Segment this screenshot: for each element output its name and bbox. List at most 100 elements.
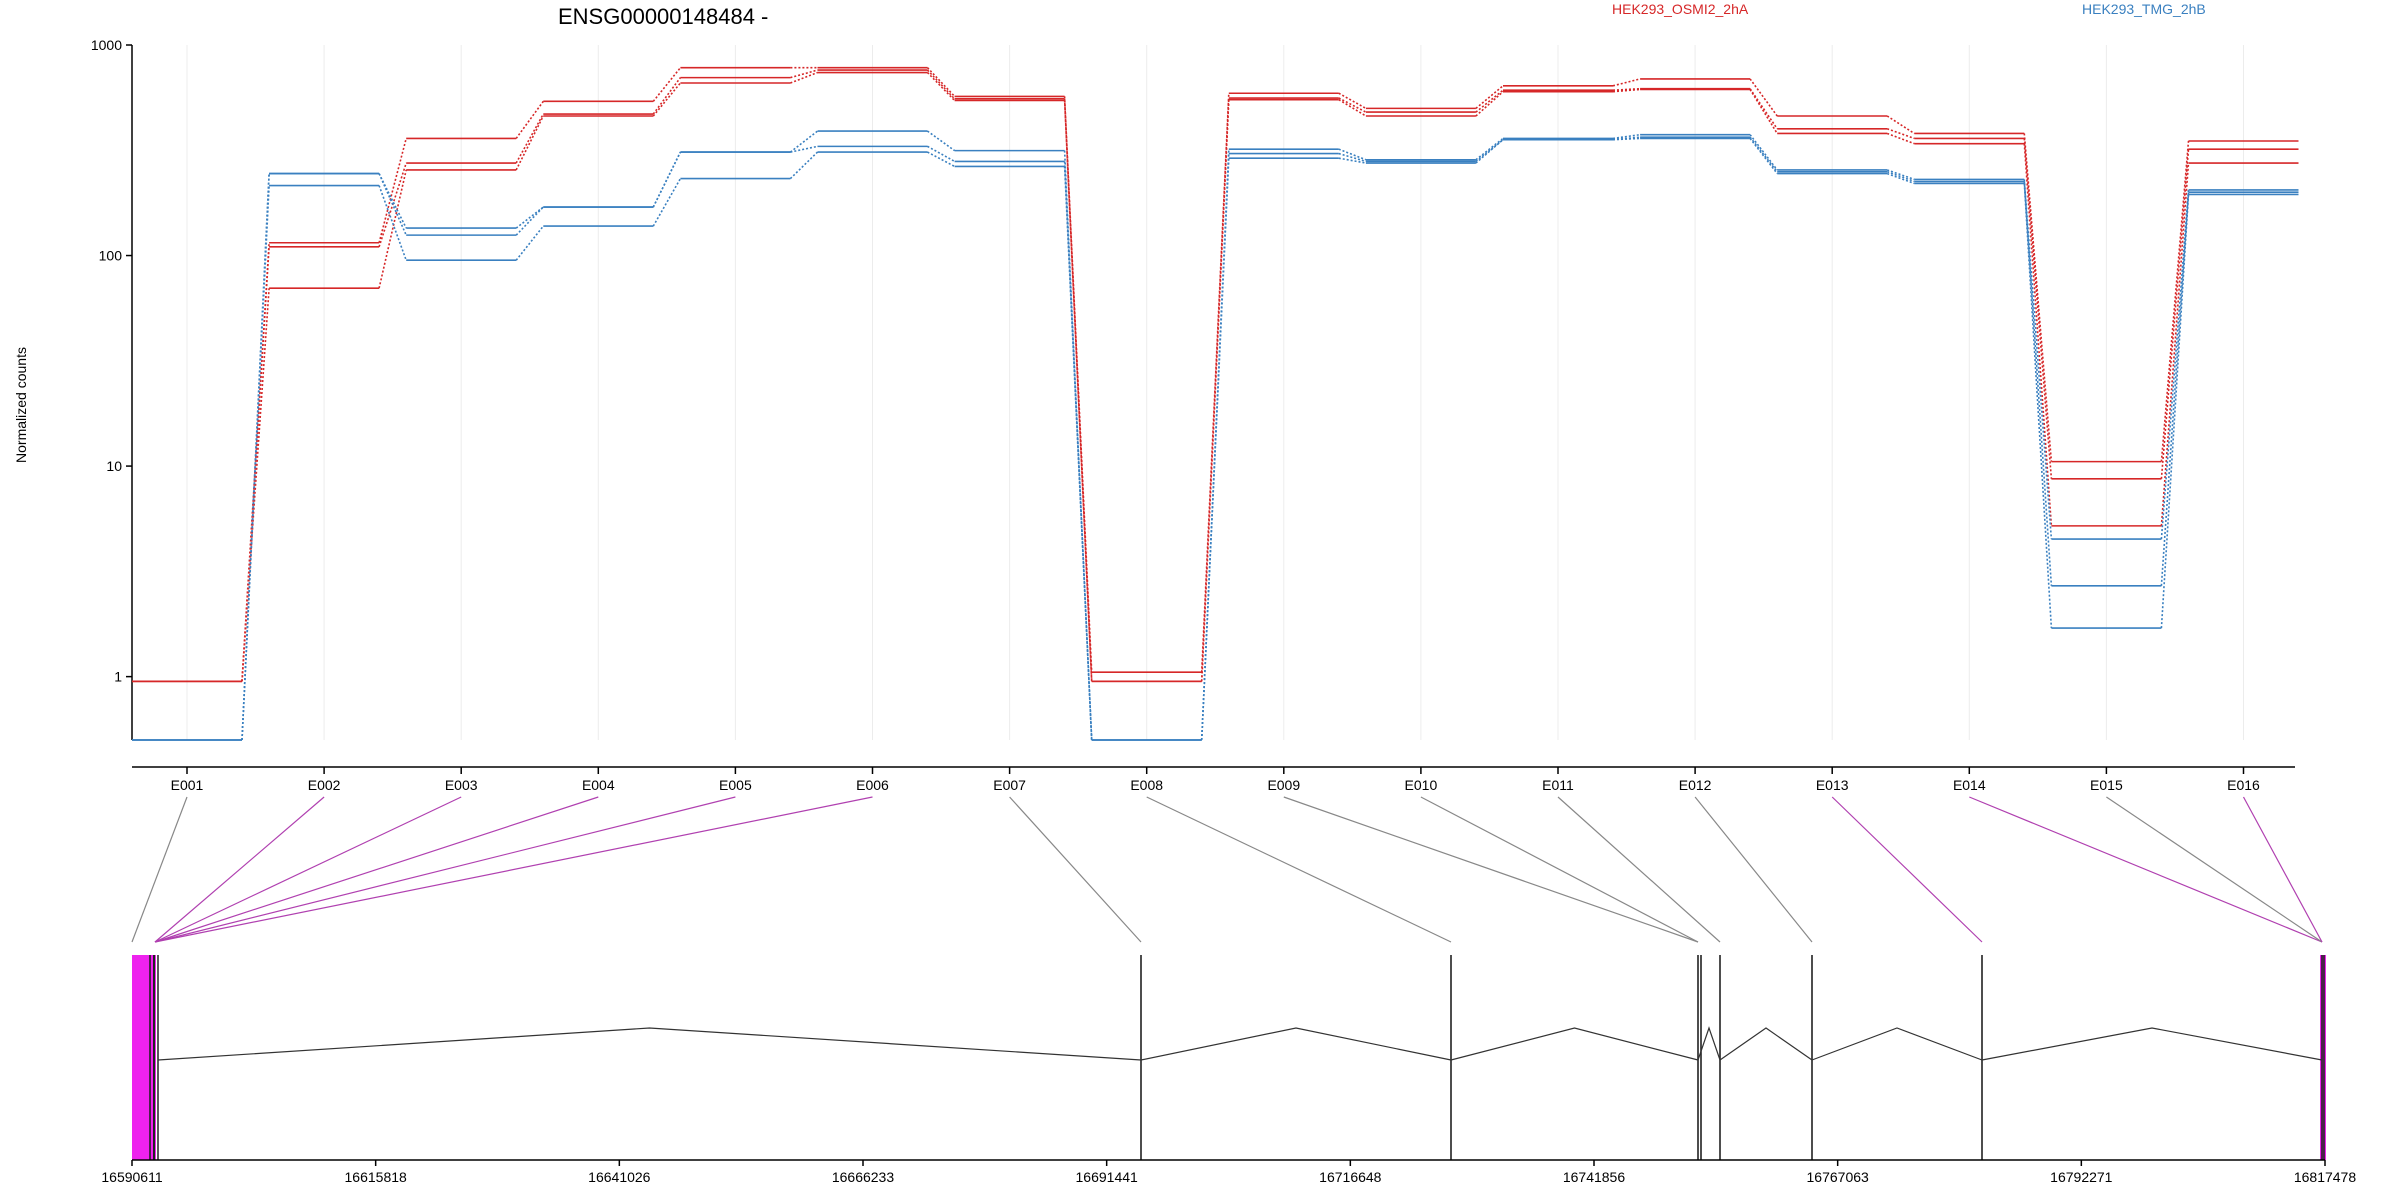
intron-line	[1140, 1027, 1452, 1061]
genomic-tick-label: 16691441	[1076, 1169, 1139, 1185]
connector-e002	[154, 796, 325, 943]
series-connector	[515, 206, 544, 236]
series-connector	[1886, 128, 1915, 140]
series-connector	[1338, 152, 1367, 163]
intron-line	[1981, 1027, 2323, 1061]
connector-e006	[154, 796, 873, 943]
connector-e010	[1420, 796, 1699, 943]
x-tick-label: E012	[1679, 777, 1712, 793]
series-connector	[515, 225, 544, 261]
intron-line	[1811, 1027, 1983, 1061]
connector-e014	[1969, 796, 2323, 943]
series-connector	[2160, 192, 2190, 586]
series-connector	[652, 67, 682, 102]
x-tick-label: E013	[1816, 777, 1849, 793]
connector-e015	[2106, 796, 2323, 943]
x-tick-label: E008	[1130, 777, 1163, 793]
x-tick-label: E003	[445, 777, 478, 793]
connector-e007	[1009, 796, 1142, 943]
series-connector	[1338, 97, 1367, 113]
series-connector	[652, 77, 682, 115]
legend-entry-osmi2: HEK293_OSMI2_2hA	[1612, 1, 1749, 17]
series-connector	[1200, 158, 1230, 741]
series-connector	[652, 82, 682, 117]
series-connector	[1200, 99, 1230, 682]
series-connector	[1749, 137, 1778, 175]
intron-line	[1450, 1027, 1699, 1061]
intron-line	[1719, 1027, 1813, 1061]
x-tick-label: E011	[1542, 777, 1574, 793]
series-connector	[1886, 172, 1915, 185]
series-connector	[1886, 115, 1915, 135]
connector-e011	[1557, 796, 1721, 943]
series-line	[132, 66, 2299, 683]
x-tick-label: E006	[856, 777, 889, 793]
series-connector	[1749, 134, 1778, 171]
series-connector	[1338, 157, 1367, 164]
series-connector	[515, 115, 545, 171]
series-connector	[1475, 85, 1504, 109]
x-tick-label: E001	[171, 777, 204, 793]
series-connector	[1612, 88, 1641, 93]
series-connector	[1612, 87, 1641, 91]
series-line	[132, 137, 2299, 741]
series-connector	[1612, 137, 1641, 141]
genomic-axis: 16590611 16615818 16641026 16666233 16691441…	[101, 1159, 2356, 1185]
series-connector	[378, 162, 407, 248]
series-connector	[1475, 139, 1504, 164]
series-connector	[927, 130, 956, 152]
y-tick-label: 1000	[91, 37, 122, 53]
gene-model	[132, 955, 2326, 1160]
x-tick-label: E015	[2090, 777, 2123, 793]
series-connector	[1475, 91, 1504, 117]
genomic-tick-label: 16615818	[345, 1169, 408, 1185]
series-connector	[2023, 181, 2053, 586]
y-axis-label: Normalized counts	[13, 347, 29, 463]
series-connector	[1886, 171, 1915, 183]
genomic-tick-label: 16666233	[832, 1169, 895, 1185]
series-connector	[1749, 88, 1778, 130]
x-tick-label: E002	[308, 777, 341, 793]
series-connector	[926, 67, 956, 97]
exon-connectors	[131, 796, 2323, 943]
series-connector	[1338, 148, 1367, 161]
series-connector	[1612, 78, 1641, 87]
series-connector	[927, 145, 955, 163]
series-connector	[790, 145, 818, 153]
connector-e008	[1146, 796, 1452, 943]
series-connector	[1612, 133, 1641, 140]
connector-e016	[2242, 796, 2323, 943]
genomic-tick-label: 16590611	[101, 1169, 162, 1185]
series-connector	[2023, 138, 2053, 479]
series-connector	[1338, 92, 1367, 110]
series-connector	[378, 173, 407, 236]
x-tick-label: E009	[1267, 777, 1300, 793]
connector-e013	[1831, 796, 1983, 943]
series-connector	[926, 69, 956, 100]
x-tick-label: E007	[993, 777, 1026, 793]
connector-e012	[1694, 796, 1813, 943]
connector-e009	[1283, 796, 1699, 943]
genomic-tick-label: 16716648	[1319, 1169, 1382, 1185]
intron-line	[157, 1027, 1142, 1061]
x-tick-label: E010	[1405, 777, 1438, 793]
series-connector	[1749, 89, 1778, 134]
series-connector	[926, 71, 956, 102]
series-connector	[241, 288, 270, 682]
legend-entry-tmg: HEK293_TMG_2hB	[2082, 1, 2206, 17]
series-connector	[378, 169, 407, 289]
connector-e005	[154, 796, 736, 943]
connector-e003	[154, 796, 462, 943]
series-lines	[132, 66, 2299, 741]
series-connector	[1475, 139, 1504, 163]
connector-e004	[154, 796, 599, 943]
series-connector	[1749, 136, 1778, 173]
series-connector	[515, 206, 544, 229]
intron-line	[1697, 1026, 1721, 1061]
exon-block-first	[132, 955, 156, 1160]
genomic-tick-label: 16741856	[1563, 1169, 1626, 1185]
series-connector	[789, 130, 818, 153]
series-connector	[378, 185, 407, 261]
y-tick-label: 1	[114, 669, 122, 685]
